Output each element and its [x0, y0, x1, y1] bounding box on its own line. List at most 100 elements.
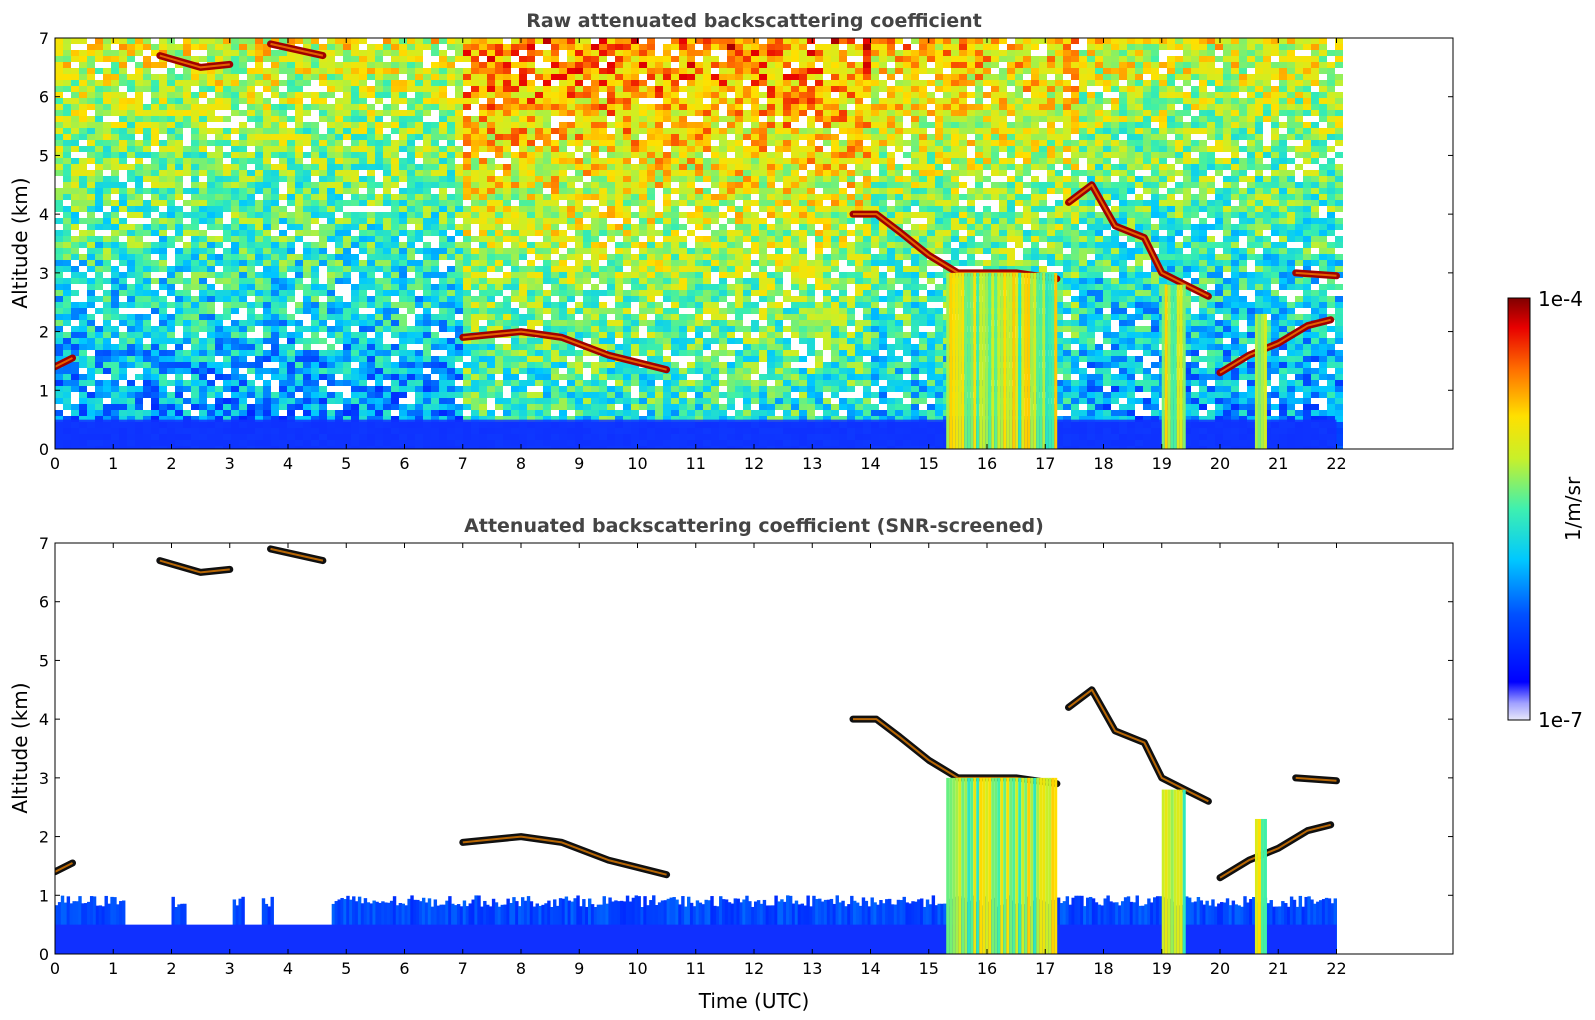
noise-cell	[559, 152, 567, 158]
noise-cell	[607, 362, 615, 368]
noise-cell	[591, 212, 599, 218]
noise-cell	[407, 218, 415, 224]
noise-cell	[679, 176, 687, 182]
noise-cell	[615, 56, 623, 62]
noise-cell	[695, 242, 703, 248]
noise-cell	[255, 128, 263, 134]
noise-cell	[351, 122, 359, 128]
noise-cell	[175, 218, 183, 224]
noise-cell	[439, 374, 447, 380]
noise-cell	[111, 266, 119, 272]
noise-cell	[279, 416, 287, 422]
noise-cell	[167, 164, 175, 170]
noise-cell	[175, 80, 183, 86]
noise-cell	[311, 74, 319, 80]
noise-cell	[639, 350, 647, 356]
noise-cell	[591, 164, 599, 170]
noise-cell	[471, 416, 479, 422]
noise-cell	[87, 296, 95, 302]
noise-cell	[223, 272, 231, 278]
noise-cell	[463, 164, 471, 170]
noise-cell	[71, 374, 79, 380]
noise-cell	[687, 266, 695, 272]
noise-cell	[423, 404, 431, 410]
noise-cell	[247, 212, 255, 218]
noise-cell	[223, 308, 231, 314]
noise-cell	[471, 128, 479, 134]
noise-cell	[447, 236, 455, 242]
noise-cell	[95, 92, 103, 98]
noise-cell	[639, 170, 647, 176]
noise-cell	[295, 374, 303, 380]
noise-cell	[383, 62, 391, 68]
noise-cell	[439, 152, 447, 158]
noise-cell	[159, 170, 167, 176]
noise-cell	[399, 344, 407, 350]
noise-cell	[343, 374, 351, 380]
noise-cell	[655, 86, 663, 92]
noise-cell	[231, 356, 239, 362]
noise-cell	[279, 326, 287, 332]
noise-cell	[319, 194, 327, 200]
noise-cell	[671, 170, 679, 176]
noise-cell	[655, 308, 663, 314]
noise-cell	[423, 140, 431, 146]
noise-cell	[359, 302, 367, 308]
noise-cell	[623, 374, 631, 380]
noise-cell	[135, 38, 143, 44]
noise-cell	[319, 320, 327, 326]
noise-cell	[679, 386, 687, 392]
noise-cell	[287, 350, 295, 356]
noise-cell	[519, 224, 527, 230]
noise-cell	[279, 218, 287, 224]
noise-cell	[327, 182, 335, 188]
noise-cell	[647, 356, 655, 362]
noise-cell	[279, 350, 287, 356]
noise-cell	[391, 392, 399, 398]
noise-cell	[119, 362, 127, 368]
noise-cell	[447, 398, 455, 404]
noise-cell	[103, 104, 111, 110]
noise-cell	[151, 98, 159, 104]
noise-cell	[623, 170, 631, 176]
noise-cell	[167, 350, 175, 356]
noise-cell	[423, 194, 431, 200]
noise-cell	[327, 314, 335, 320]
noise-cell	[263, 110, 271, 116]
noise-cell	[615, 386, 623, 392]
noise-cell	[415, 122, 423, 128]
noise-cell	[311, 332, 319, 338]
noise-cell	[103, 242, 111, 248]
noise-cell	[111, 344, 119, 350]
noise-cell	[391, 170, 399, 176]
noise-cell	[655, 338, 663, 344]
noise-cell	[391, 236, 399, 242]
noise-cell	[327, 332, 335, 338]
noise-cell	[199, 362, 207, 368]
noise-cell	[527, 212, 535, 218]
noise-cell	[215, 68, 223, 74]
noise-cell	[663, 356, 671, 362]
noise-cell	[183, 110, 191, 116]
noise-cell	[167, 242, 175, 248]
noise-cell	[127, 140, 135, 146]
noise-cell	[679, 344, 687, 350]
noise-cell	[271, 272, 279, 278]
noise-cell	[95, 128, 103, 134]
noise-cell	[351, 290, 359, 296]
noise-cell	[143, 374, 151, 380]
noise-cell	[399, 242, 407, 248]
noise-cell	[343, 170, 351, 176]
noise-cell	[679, 50, 687, 56]
noise-cell	[159, 380, 167, 386]
noise-cell	[479, 206, 487, 212]
noise-cell	[279, 386, 287, 392]
noise-cell	[487, 374, 495, 380]
noise-cell	[87, 116, 95, 122]
noise-cell	[183, 68, 191, 74]
noise-cell	[391, 44, 399, 50]
noise-cell	[503, 206, 511, 212]
noise-cell	[615, 368, 623, 374]
noise-cell	[87, 98, 95, 104]
noise-cell	[551, 278, 559, 284]
